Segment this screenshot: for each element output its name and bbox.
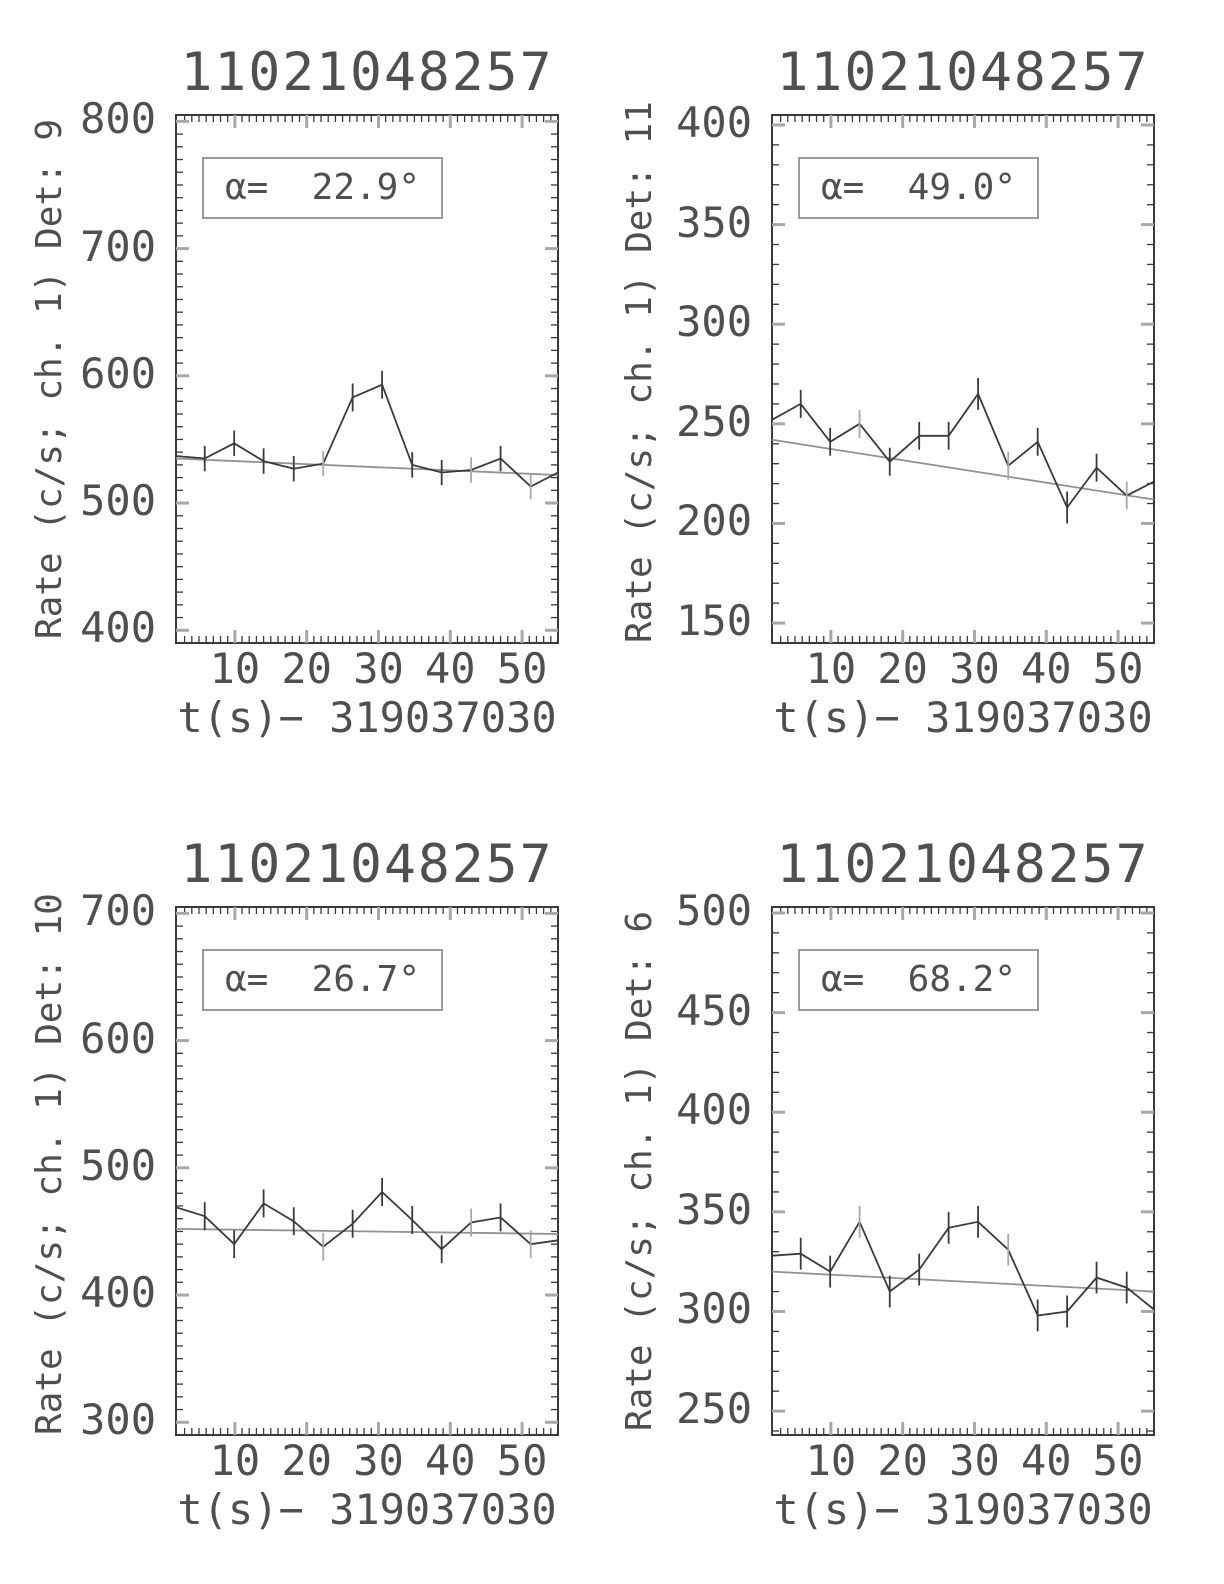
x-tick-label: 20 xyxy=(281,644,332,693)
y-major-ticks xyxy=(772,123,1154,625)
light-curve-line xyxy=(771,392,1155,510)
alpha-annotation-box: α= 26.7° xyxy=(202,949,443,1011)
x-minor-ticks xyxy=(779,907,1148,1435)
trend-line xyxy=(771,1270,1155,1293)
x-tick-label: 10 xyxy=(209,644,261,693)
x-tick-label: 30 xyxy=(353,1436,404,1485)
panel-det-9: 11021048257 Rate (c/s; ch. 1) Det: 9 α= … xyxy=(0,0,612,792)
y-tick-label: 450 xyxy=(676,985,752,1035)
light-curve-line xyxy=(771,1219,1155,1317)
y-tick-label: 300 xyxy=(80,1395,156,1445)
y-tick-label: 350 xyxy=(676,197,752,247)
y-minor-ticks xyxy=(772,932,1154,1432)
plot-area xyxy=(771,114,1155,644)
x-minor-ticks xyxy=(183,115,552,643)
panel-det-11: 11021048257 Rate (c/s; ch. 1) Det: 11 α=… xyxy=(612,0,1224,792)
y-tick-label: 300 xyxy=(676,297,752,347)
y-tick-label: 500 xyxy=(80,476,156,526)
x-tick-label: 10 xyxy=(805,1436,857,1485)
y-tick-label: 300 xyxy=(676,1284,752,1334)
x-tick-label: 10 xyxy=(209,1436,261,1485)
x-minor-ticks xyxy=(183,907,552,1435)
plot-title: 11021048257 xyxy=(180,42,554,103)
error-bars xyxy=(203,370,532,500)
y-tick-label: 800 xyxy=(80,94,156,144)
error-bars xyxy=(203,1177,532,1264)
x-axis-title: t(s)− 319037030 xyxy=(773,1485,1153,1534)
y-tick-label: 150 xyxy=(676,596,752,646)
panel-det-6: 11021048257 Rate (c/s; ch. 1) Det: 6 α= … xyxy=(612,792,1224,1584)
y-tick-label: 400 xyxy=(80,1268,156,1318)
y-major-ticks xyxy=(176,911,558,1424)
y-tick-label: 250 xyxy=(676,1384,752,1434)
y-major-ticks xyxy=(772,911,1154,1413)
error-bars xyxy=(799,1205,1128,1332)
x-tick-label: 50 xyxy=(496,644,548,693)
x-minor-ticks xyxy=(779,115,1148,643)
y-tick-label: 600 xyxy=(80,1013,156,1063)
x-tick-label: 30 xyxy=(353,644,404,693)
alpha-annotation-box: α= 22.9° xyxy=(202,157,443,219)
x-major-ticks xyxy=(829,115,1120,643)
alpha-value: α= 26.7° xyxy=(224,959,421,1000)
light-curve-line xyxy=(175,1190,559,1251)
x-tick-label: 40 xyxy=(424,644,476,693)
y-tick-label: 200 xyxy=(676,496,752,546)
y-minor-ticks xyxy=(176,925,558,1411)
y-major-ticks xyxy=(176,119,558,632)
plot-area xyxy=(771,906,1155,1436)
x-tick-label: 30 xyxy=(949,644,1000,693)
panel-det-10: 11021048257 Rate (c/s; ch. 1) Det: 10 α=… xyxy=(0,792,612,1584)
trend-line xyxy=(175,457,559,476)
error-bars xyxy=(799,378,1128,524)
alpha-value: α= 68.2° xyxy=(820,959,1017,1000)
x-tick-label: 50 xyxy=(1092,644,1144,693)
x-tick-label: 40 xyxy=(1020,1436,1072,1485)
x-tick-label: 20 xyxy=(877,644,928,693)
plot-title: 11021048257 xyxy=(776,834,1150,895)
y-tick-label: 500 xyxy=(80,1140,156,1190)
plot-area xyxy=(175,114,559,644)
plot-frame xyxy=(175,906,559,1436)
x-tick-label: 20 xyxy=(281,1436,332,1485)
alpha-value: α= 49.0° xyxy=(820,167,1017,208)
x-major-ticks xyxy=(829,907,1120,1435)
y-tick-label: 400 xyxy=(676,1085,752,1135)
x-tick-label: 50 xyxy=(496,1436,548,1485)
x-axis-title: t(s)− 319037030 xyxy=(177,693,557,742)
light-curve-line xyxy=(175,383,559,488)
plot-frame xyxy=(175,114,559,644)
x-major-ticks xyxy=(233,115,524,643)
plot-frame xyxy=(771,906,1155,1436)
trend-line xyxy=(175,1227,559,1235)
alpha-annotation-box: α= 49.0° xyxy=(798,157,1039,219)
y-tick-label: 400 xyxy=(676,97,752,147)
x-major-ticks xyxy=(233,907,524,1435)
x-tick-label: 20 xyxy=(877,1436,928,1485)
x-tick-label: 50 xyxy=(1092,1436,1144,1485)
x-tick-label: 30 xyxy=(949,1436,1000,1485)
plot-frame xyxy=(771,114,1155,644)
x-tick-label: 40 xyxy=(424,1436,476,1485)
y-tick-label: 400 xyxy=(80,603,156,653)
y-minor-ticks xyxy=(176,133,558,619)
y-tick-label: 600 xyxy=(80,348,156,398)
x-tick-label: 10 xyxy=(805,644,857,693)
y-tick-label: 500 xyxy=(676,885,752,935)
trend-line xyxy=(771,438,1155,501)
plot-title: 11021048257 xyxy=(180,834,554,895)
x-tick-label: 40 xyxy=(1020,644,1072,693)
y-tick-label: 250 xyxy=(676,396,752,446)
alpha-value: α= 22.9° xyxy=(224,167,421,208)
y-tick-label: 700 xyxy=(80,886,156,936)
alpha-annotation-box: α= 68.2° xyxy=(798,949,1039,1011)
y-tick-label: 350 xyxy=(676,1184,752,1234)
y-minor-ticks xyxy=(772,144,1154,604)
x-axis-title: t(s)− 319037030 xyxy=(773,693,1153,742)
plot-area xyxy=(175,906,559,1436)
y-tick-label: 700 xyxy=(80,221,156,271)
x-axis-title: t(s)− 319037030 xyxy=(177,1485,557,1534)
plot-title: 11021048257 xyxy=(776,42,1150,103)
